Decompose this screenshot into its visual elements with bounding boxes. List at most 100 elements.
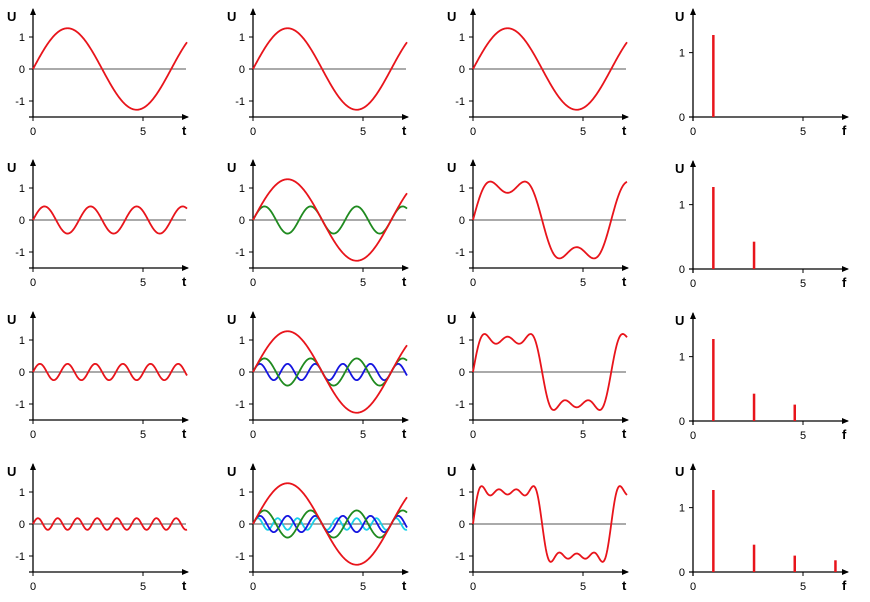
row1-component-1-wave: [252, 27, 408, 111]
row4-harmonic-panel: 1 0 -1 0 5 Ut: [7, 463, 189, 593]
r3c4-y-tick-label: 1: [679, 352, 685, 364]
row2-harmonic-panel: 1 0 -1 0 5 Ut: [7, 159, 189, 289]
r3c2-y-tick-label: -1: [235, 399, 245, 411]
row4-sum-panel: 1 0 -1 0 5 Ut: [447, 463, 629, 593]
r1c2-y-tick-label: 0: [239, 64, 245, 76]
r1c2-x-tick-label: 5: [360, 126, 366, 138]
r3c2-x-tick-label: 0: [250, 429, 256, 441]
r3c1-x-axis-label: t: [182, 426, 187, 441]
row3-components-panel: 1 0 -1 0 5 Ut: [227, 311, 409, 441]
r2c3-y-tick-label: 1: [459, 183, 465, 195]
r2c2-x-tick-label: 0: [250, 277, 256, 289]
r4c1-y-tick-label: -1: [15, 551, 25, 563]
row4-spectrum-panel: 1 00 5 Uf: [675, 463, 849, 593]
r2c2-x-axis-label: t: [402, 274, 407, 289]
r4c1-y-axis-label: U: [7, 464, 16, 479]
row2-component-1-wave: [252, 178, 408, 262]
r2c2-y-tick-label: 1: [239, 183, 245, 195]
r4c3-y-tick-label: 0: [459, 519, 465, 531]
r3c3-y-tick-label: 0: [459, 367, 465, 379]
r1c2-y-tick-label: 1: [239, 32, 245, 44]
r3c3-x-tick-label: 5: [580, 429, 586, 441]
r4c3-y-tick-label: 1: [459, 487, 465, 499]
r3c2-y-axis-label: U: [227, 312, 236, 327]
r3c4-x-tick-label: 0: [690, 430, 696, 442]
r4c3-y-tick-label: -1: [455, 551, 465, 563]
r4c2-x-tick-label: 0: [250, 581, 256, 593]
r1c3-y-tick-label: -1: [455, 96, 465, 108]
r4c2-y-axis-label: U: [227, 464, 236, 479]
row2-component-3-wave: [252, 205, 408, 235]
row4-harmonic-7-wave: [32, 517, 188, 531]
r4c2-y-tick-label: -1: [235, 551, 245, 563]
row4-sum-wave: [472, 485, 628, 563]
row3-component-1-wave: [252, 330, 408, 414]
r2c4-x-axis-label: f: [842, 275, 847, 290]
r1c2-y-tick-label: -1: [235, 96, 245, 108]
r3c4-x-axis-label: f: [842, 427, 847, 442]
row1-spectrum-panel: 1 00 5 Uf: [675, 8, 849, 138]
r1c4-y-axis-label: U: [675, 9, 684, 24]
r1c1-y-tick-label: 0: [19, 64, 25, 76]
r2c3-y-axis-label: U: [447, 160, 456, 175]
r4c3-x-tick-label: 5: [580, 581, 586, 593]
r2c4-y-tick-label: 0: [679, 264, 685, 276]
r4c4-y-tick-label: 0: [679, 567, 685, 579]
r3c4-y-tick-label: 0: [679, 416, 685, 428]
r1c2-y-axis-label: U: [227, 9, 236, 24]
row3-harmonic-5-wave: [32, 362, 188, 382]
r3c3-x-axis-label: t: [622, 426, 627, 441]
row2-components-panel: 1 0 -1 0 5 Ut: [227, 159, 409, 289]
r1c4-x-tick-label: 0: [690, 126, 696, 138]
row4-component-1-wave: [252, 482, 408, 566]
r4c4-y-tick-label: 1: [679, 503, 685, 515]
r1c2-x-axis-label: t: [402, 123, 407, 138]
r2c3-x-tick-label: 0: [470, 277, 476, 289]
row1-harmonic-panel: 1 0 -1 0 5 Ut: [7, 8, 189, 138]
r1c4-y-tick-label: 0: [679, 112, 685, 124]
r1c4-x-axis-label: f: [842, 123, 847, 138]
r2c3-x-tick-label: 5: [580, 277, 586, 289]
r4c3-x-axis-label: t: [622, 578, 627, 593]
r1c1-x-tick-label: 0: [30, 126, 36, 138]
r2c1-x-tick-label: 0: [30, 277, 36, 289]
row2-harmonic-3-wave: [32, 205, 188, 235]
r2c2-x-tick-label: 5: [360, 277, 366, 289]
r3c3-y-axis-label: U: [447, 312, 456, 327]
r2c1-x-tick-label: 5: [140, 277, 146, 289]
r3c2-x-tick-label: 5: [360, 429, 366, 441]
row3-sum-panel: 1 0 -1 0 5 Ut: [447, 311, 629, 441]
r4c2-y-tick-label: 0: [239, 519, 245, 531]
r3c3-y-tick-label: 1: [459, 335, 465, 347]
r2c3-x-axis-label: t: [622, 274, 627, 289]
r4c4-x-tick-label: 0: [690, 581, 696, 593]
r3c1-y-tick-label: 0: [19, 367, 25, 379]
r2c3-y-tick-label: -1: [455, 247, 465, 259]
r2c4-y-axis-label: U: [675, 161, 684, 176]
r4c3-y-axis-label: U: [447, 464, 456, 479]
row3-harmonic-panel: 1 0 -1 0 5 Ut: [7, 311, 189, 441]
r1c3-y-tick-label: 0: [459, 64, 465, 76]
r4c4-x-axis-label: f: [842, 578, 847, 593]
r2c2-y-axis-label: U: [227, 160, 236, 175]
r2c2-y-tick-label: 0: [239, 215, 245, 227]
r3c4-y-axis-label: U: [675, 313, 684, 328]
row1-sum-wave: [472, 27, 628, 111]
r1c4-y-tick-label: 1: [679, 48, 685, 60]
r1c2-x-tick-label: 0: [250, 126, 256, 138]
r1c3-y-tick-label: 1: [459, 32, 465, 44]
r4c3-x-tick-label: 0: [470, 581, 476, 593]
r2c4-x-tick-label: 0: [690, 278, 696, 290]
r2c4-x-tick-label: 5: [800, 278, 806, 290]
r4c1-y-tick-label: 1: [19, 487, 25, 499]
row2-spectrum-panel: 1 00 5 Uf: [675, 160, 849, 290]
r3c3-x-tick-label: 0: [470, 429, 476, 441]
r1c1-y-axis-label: U: [7, 9, 16, 24]
r2c1-y-tick-label: -1: [15, 247, 25, 259]
r3c1-y-axis-label: U: [7, 312, 16, 327]
r1c1-x-tick-label: 5: [140, 126, 146, 138]
r4c2-x-axis-label: t: [402, 578, 407, 593]
r1c1-y-tick-label: 1: [19, 32, 25, 44]
r4c4-y-axis-label: U: [675, 464, 684, 479]
